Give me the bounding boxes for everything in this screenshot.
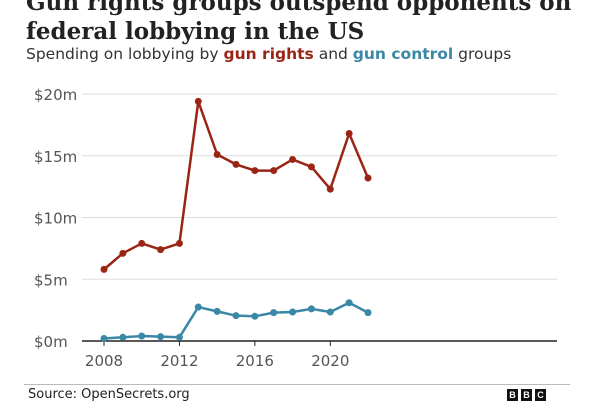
x-tick-label: 2008 — [85, 352, 123, 370]
chart-title: Gun rights groups outspend opponents on … — [26, 0, 572, 45]
legend-gun-control: gun control — [352, 45, 454, 63]
data-point-gun-rights — [270, 167, 278, 175]
logo-letter: B — [521, 389, 532, 401]
data-point-gun-control — [307, 305, 315, 313]
data-point-gun-rights — [119, 249, 127, 257]
data-point-gun-control — [157, 333, 165, 341]
data-point-gun-rights — [138, 239, 146, 247]
data-point-gun-rights — [194, 97, 202, 105]
data-point-gun-rights — [232, 160, 240, 168]
data-point-gun-control — [100, 335, 108, 343]
data-point-gun-rights — [175, 239, 183, 247]
data-point-gun-rights — [345, 130, 353, 138]
footer-divider — [24, 384, 570, 385]
data-point-gun-control — [213, 307, 221, 315]
data-point-gun-rights — [326, 185, 334, 193]
data-point-gun-control — [345, 299, 353, 307]
subtitle-prefix: Spending on lobbying by — [26, 45, 224, 63]
data-point-gun-control — [270, 309, 278, 317]
x-tick-label: 2020 — [311, 352, 349, 370]
data-point-gun-rights — [289, 155, 297, 163]
y-tick-label: $20m — [34, 86, 77, 104]
data-point-gun-control — [289, 308, 297, 316]
data-point-gun-control — [232, 312, 240, 320]
data-point-gun-control — [175, 333, 183, 341]
data-point-gun-rights — [100, 265, 108, 273]
data-point-gun-control — [251, 312, 259, 320]
logo-letter: B — [507, 389, 518, 401]
data-point-gun-control — [119, 333, 127, 341]
data-point-gun-rights — [157, 246, 165, 254]
legend-gun-rights: gun rights — [223, 45, 314, 63]
data-point-gun-control — [194, 303, 202, 311]
data-point-gun-control — [326, 308, 334, 316]
y-tick-label: $15m — [34, 148, 77, 166]
subtitle-middle: and — [313, 45, 353, 63]
subtitle-suffix: groups — [453, 45, 512, 63]
y-tick-label: $0m — [34, 333, 68, 351]
logo-letter: C — [535, 389, 546, 401]
y-tick-label: $5m — [34, 271, 68, 289]
data-point-gun-rights — [307, 163, 315, 171]
x-tick-label: 2016 — [236, 352, 274, 370]
x-tick-label: 2012 — [160, 352, 198, 370]
data-point-gun-rights — [251, 167, 259, 175]
y-tick-label: $10m — [34, 210, 77, 228]
data-point-gun-control — [138, 332, 146, 340]
data-point-gun-rights — [213, 151, 221, 159]
data-point-gun-control — [364, 309, 372, 317]
data-point-gun-rights — [364, 174, 372, 182]
chart-subtitle: Spending on lobbying by gun rights and g… — [26, 45, 511, 63]
source-note: Source: OpenSecrets.org — [28, 387, 190, 402]
